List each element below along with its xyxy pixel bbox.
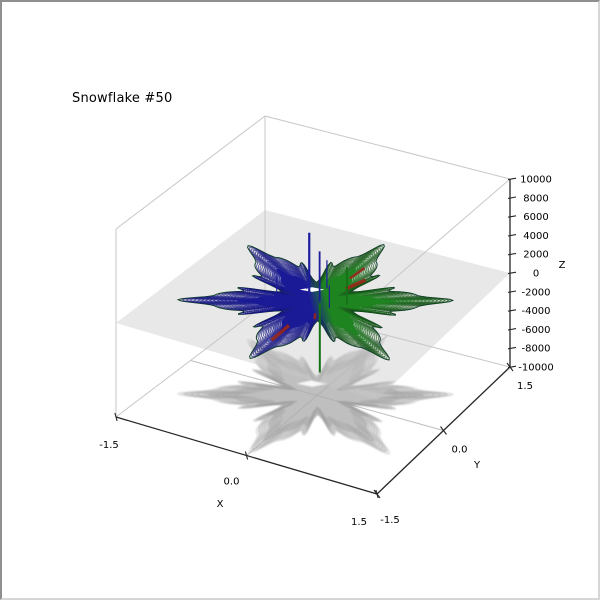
z-tick-label: -6000 (521, 325, 550, 336)
z-tick-label: 2000 (523, 250, 548, 261)
z-tick-mark (507, 346, 517, 350)
shadow-core (206, 350, 426, 443)
snowflake-center-gap (296, 380, 328, 387)
x-tick-mark (114, 412, 118, 422)
z-tick-label: 10000 (520, 175, 552, 186)
plot-title: Snowflake #50 (72, 91, 173, 106)
y-tick-label: -1.5 (380, 515, 400, 526)
z-tick-label: 0 (533, 269, 539, 280)
snowflake-center-gap (299, 287, 325, 292)
x-tick-label: -1.5 (99, 440, 119, 451)
z-tick-label: 4000 (523, 231, 548, 242)
box-edge (115, 115, 266, 230)
z-tick-mark (507, 309, 517, 312)
axis-spines (114, 177, 517, 499)
box-edge (378, 178, 511, 293)
z-axis-label: Z (559, 260, 566, 271)
x-axis-label: X (217, 499, 224, 510)
z-tick-label: 6000 (523, 212, 548, 223)
y-axis-label: Y (473, 460, 481, 471)
z-tick-mark (507, 290, 517, 293)
y-tick-mark (440, 426, 447, 435)
box-edge (264, 115, 511, 180)
snowflake-red-accent (349, 267, 366, 280)
z-tick-mark (507, 271, 517, 275)
z-tick-mark (507, 234, 517, 237)
x-tick-label: 0.0 (224, 477, 240, 488)
shadow-ring (233, 361, 400, 431)
y-tick-label: 1.5 (517, 381, 533, 392)
snowflake-fill (236, 268, 397, 336)
z-tick-mark (507, 252, 517, 256)
z-tick-mark (507, 365, 517, 369)
z-tick-label: -2000 (521, 287, 550, 298)
snowflake-shadow (176, 338, 455, 455)
z-tick-label: -8000 (521, 344, 550, 355)
z-tick-label: -4000 (521, 306, 550, 317)
snowflake-red-accent (270, 324, 291, 342)
snowflake-fractal (176, 232, 455, 373)
z-tick-label: 8000 (523, 193, 548, 204)
axis-labels: -1.5 0.0 1.5 -1.5 0.0 1.5 10000 8000 6000 4000 200… (99, 175, 565, 529)
z-tick-mark (507, 215, 517, 218)
x-tick-mark (244, 451, 249, 460)
z-tick-mark (507, 177, 517, 181)
z-tick-mark (507, 196, 517, 199)
snowflake-red-accent (313, 313, 317, 320)
y-tick-mark (373, 489, 381, 499)
y-tick-label: 0.0 (452, 445, 468, 456)
snowflake-red-accent (344, 278, 367, 291)
z-tick-label: -10000 (518, 363, 553, 374)
x-tick-label: 1.5 (351, 517, 367, 528)
z-tick-mark (507, 328, 517, 331)
